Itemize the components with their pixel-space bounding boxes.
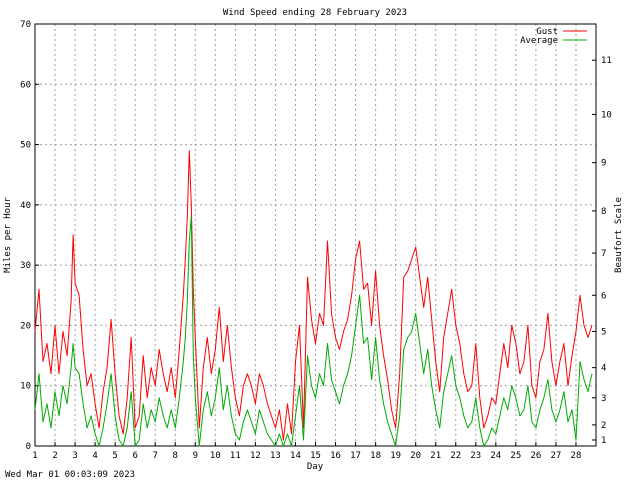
x-tick-label: 10: [210, 451, 221, 461]
series-line-average: [34, 216, 593, 447]
x-tick-label: 21: [430, 451, 441, 461]
x-tick-label: 15: [310, 451, 321, 461]
x-tick-label: 18: [370, 451, 381, 461]
chart-title: Wind Speed ending 28 February 2023: [223, 8, 407, 18]
x-tick-label: 22: [450, 451, 461, 461]
x-tick-label: 1: [32, 451, 37, 461]
x-tick-label: 3: [72, 451, 77, 461]
x-tick-label: 25: [510, 451, 521, 461]
x-tick-label: 6: [132, 451, 137, 461]
beaufort-tick-label: 3: [601, 394, 606, 404]
y-tick-label: 60: [20, 80, 31, 90]
x-tick-label: 20: [410, 451, 421, 461]
x-tick-label: 2: [52, 451, 57, 461]
beaufort-tick-label: 5: [601, 327, 606, 337]
beaufort-tick-label: 8: [601, 207, 606, 217]
x-tick-label: 16: [330, 451, 341, 461]
series-lines: [34, 150, 593, 447]
y-tick-label: 40: [20, 201, 31, 211]
y-tick-label: 20: [20, 321, 31, 331]
x-tick-label: 28: [571, 451, 582, 461]
x-tick-label: 13: [270, 451, 281, 461]
x-tick-label: 11: [230, 451, 241, 461]
y-tick-label: 50: [20, 141, 31, 151]
x-tick-label: 14: [290, 451, 301, 461]
beaufort-tick-label: 10: [601, 110, 612, 120]
beaufort-tick-label: 4: [601, 364, 606, 374]
grid-lines: [34, 24, 596, 446]
x-tick-label: 8: [173, 451, 178, 461]
y-tick-label: 0: [26, 442, 31, 452]
y-axis-label: Miles per Hour: [3, 196, 13, 272]
beaufort-tick-label: 7: [601, 249, 606, 259]
legend-label-gust: Gust: [536, 27, 558, 37]
legend-label-average: Average: [520, 36, 558, 46]
beaufort-tick-label: 6: [601, 291, 606, 301]
legend: Gust Average: [520, 27, 587, 46]
x-tick-label: 26: [530, 451, 541, 461]
axis-ticks: 1 2 3 4 5 6 7 8 9 10 11 12 13 14 15 16 17 18 19 20 21 22 23 24 2…: [20, 20, 612, 461]
x-tick-label: 27: [551, 451, 562, 461]
x-tick-label: 19: [390, 451, 401, 461]
y2-axis-label: Beaufort Scale: [614, 197, 624, 273]
beaufort-tick-label: 9: [601, 159, 606, 169]
x-tick-label: 9: [193, 451, 198, 461]
series-line-gust: [34, 150, 593, 441]
beaufort-tick-label: 11: [601, 56, 612, 66]
x-tick-label: 24: [490, 451, 501, 461]
x-tick-label: 5: [112, 451, 117, 461]
x-tick-label: 17: [350, 451, 361, 461]
x-axis-label: Day: [307, 462, 324, 472]
x-tick-label: 23: [470, 451, 481, 461]
y-tick-label: 70: [20, 20, 31, 30]
y-tick-label: 30: [20, 261, 31, 271]
x-tick-label: 7: [153, 451, 158, 461]
beaufort-tick-label: 2: [601, 421, 606, 431]
beaufort-tick-label: 1: [601, 436, 606, 446]
footer-timestamp: Wed Mar 01 00:03:09 2023: [5, 470, 135, 480]
x-tick-label: 4: [92, 451, 97, 461]
x-tick-label: 12: [250, 451, 261, 461]
y-tick-label: 10: [20, 382, 31, 392]
